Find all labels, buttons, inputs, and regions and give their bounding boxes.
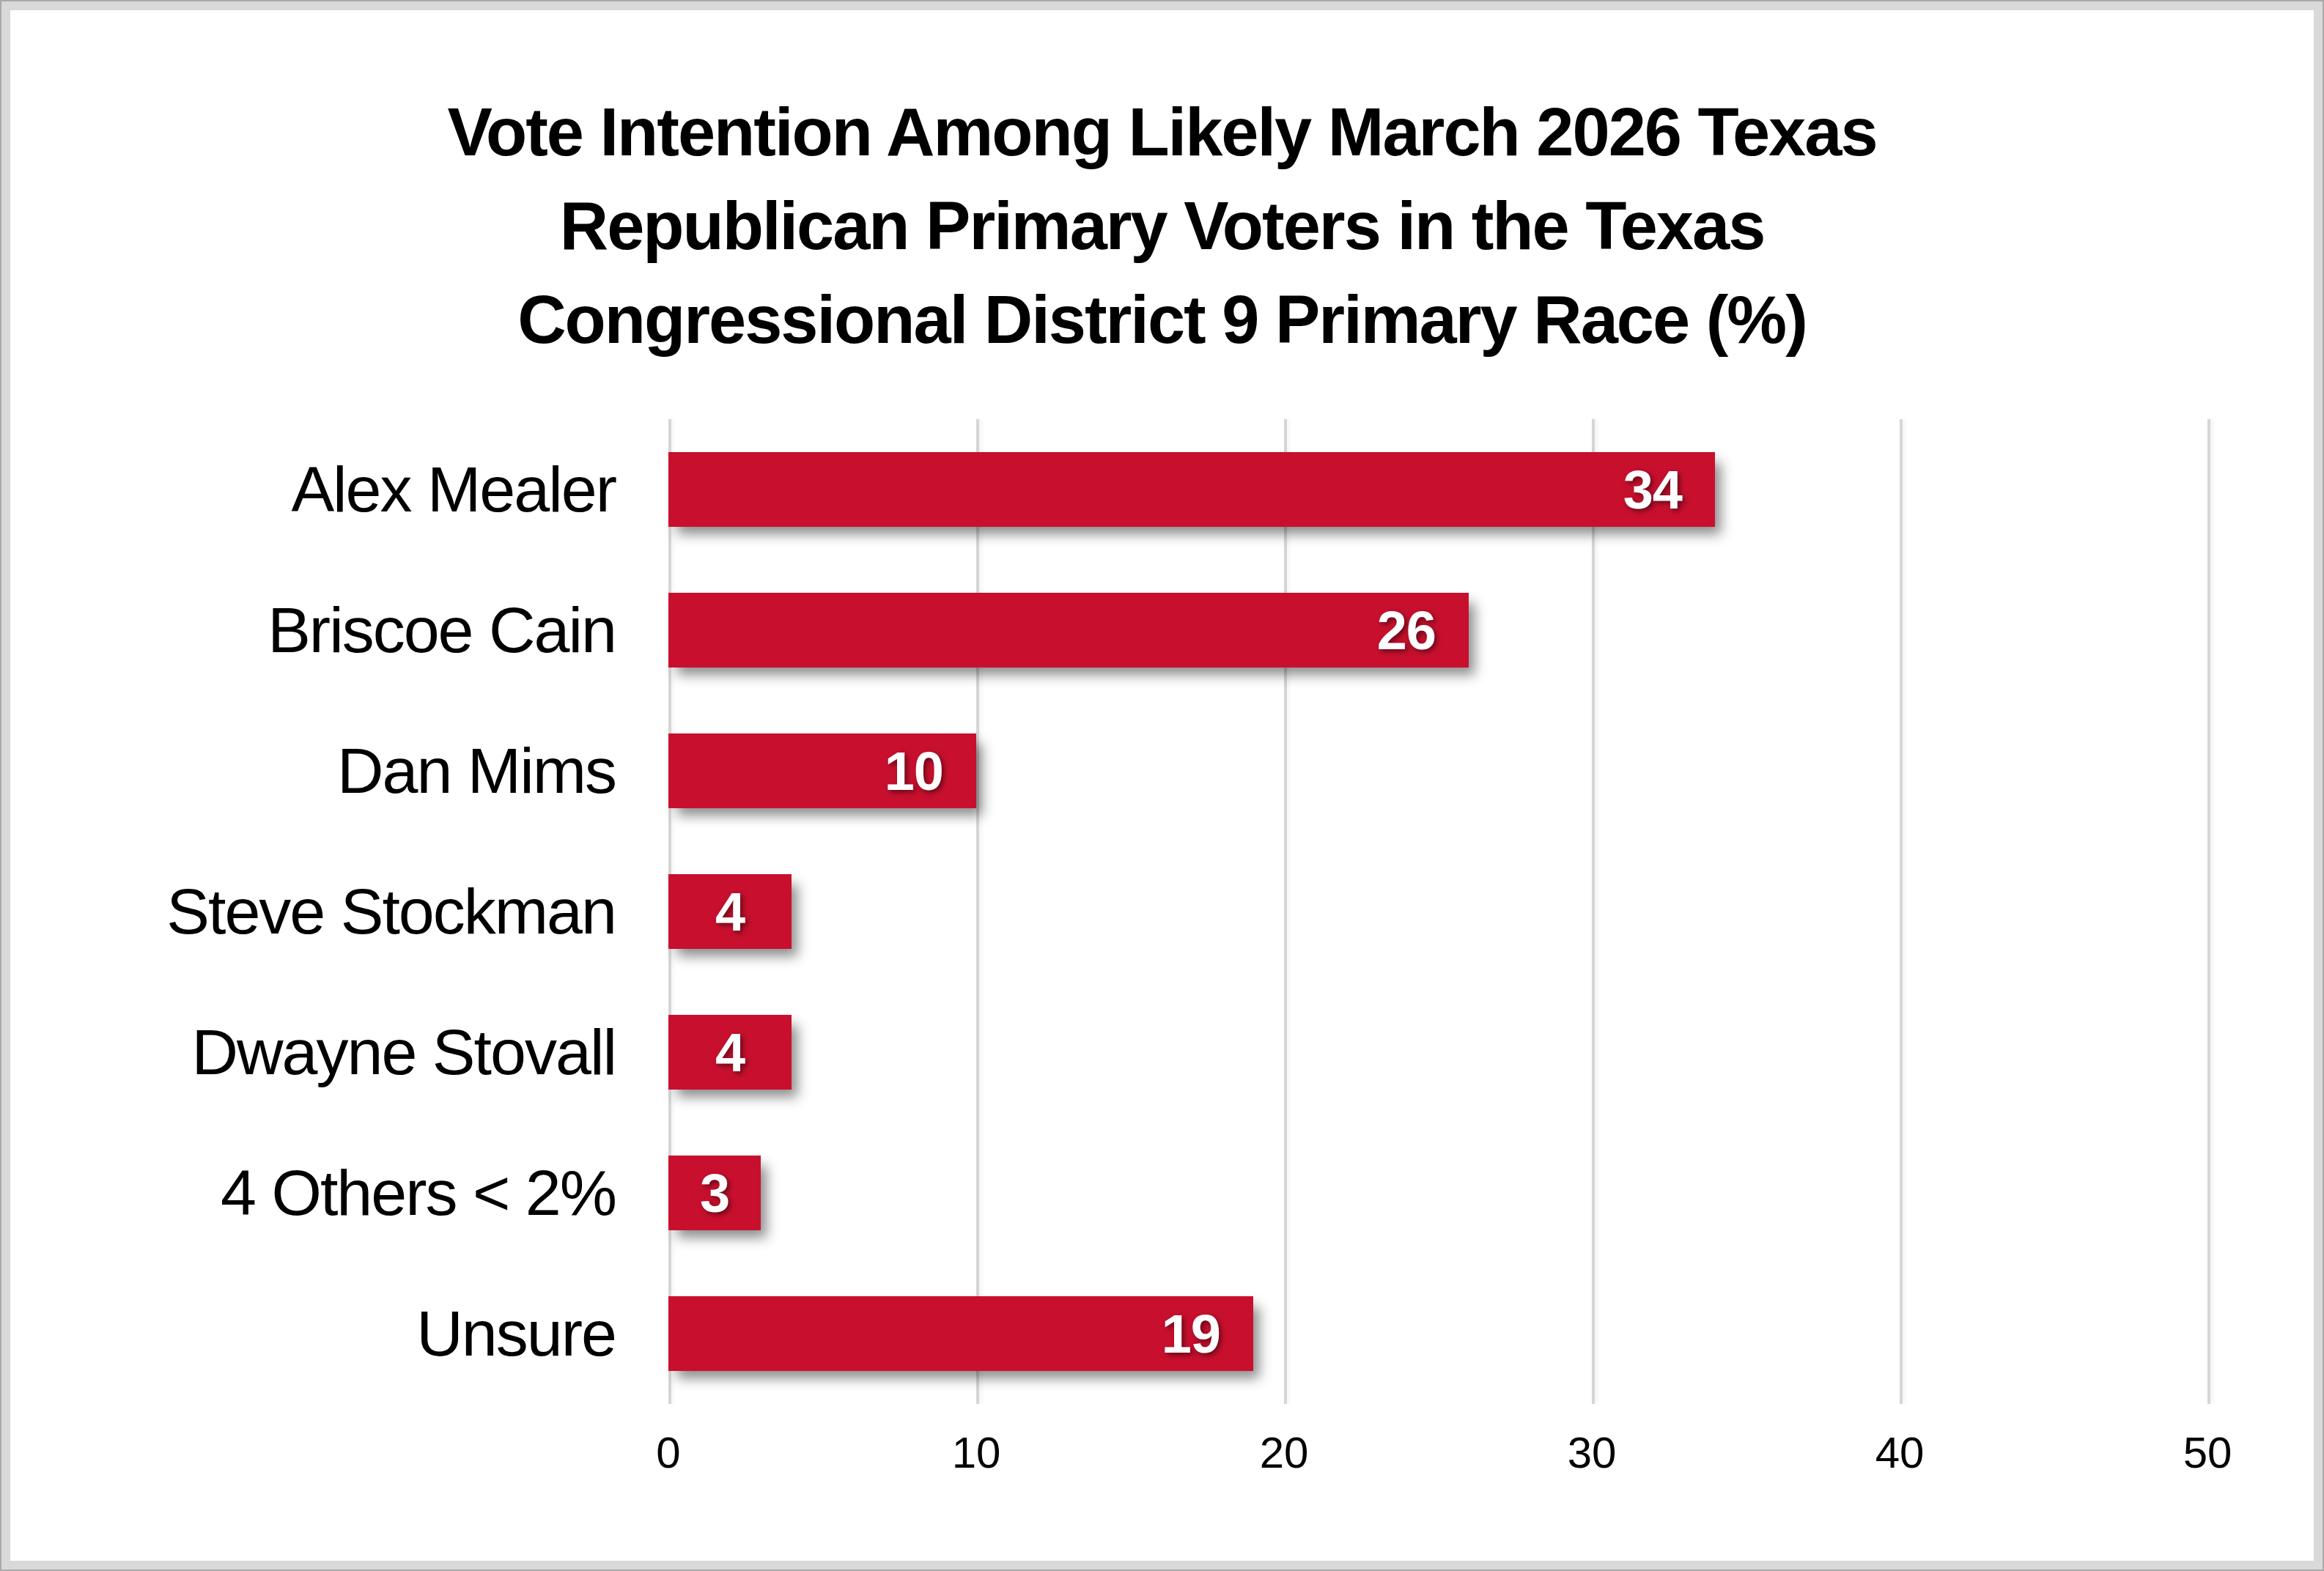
bar-unsure: 19 — [668, 1296, 1253, 1371]
bar-row-steve-stockman: 4 — [668, 841, 2251, 982]
bar-row-dwayne-stovall: 4 — [668, 982, 2251, 1123]
value-label-unsure: 19 — [1162, 1303, 1253, 1365]
bar-4-others-2: 3 — [668, 1156, 761, 1230]
bar-row-4-others-2: 3 — [668, 1123, 2251, 1263]
x-tick-label-10: 10 — [896, 1427, 1057, 1478]
value-label-steve-stockman: 4 — [715, 881, 745, 943]
bar-dwayne-stovall: 4 — [668, 1015, 792, 1090]
bar-alex-mealer: 34 — [668, 452, 1715, 527]
value-label-briscoe-cain: 26 — [1377, 599, 1469, 662]
bar-steve-stockman: 4 — [668, 874, 792, 949]
bar-row-dan-mims: 10 — [668, 701, 2251, 841]
bar-briscoe-cain: 26 — [668, 593, 1469, 668]
value-label-dwayne-stovall: 4 — [715, 1021, 745, 1084]
category-label-alex-mealer: Alex Mealer — [11, 419, 616, 560]
category-label-steve-stockman: Steve Stockman — [11, 841, 616, 982]
x-tick-label-30: 30 — [1511, 1427, 1672, 1478]
value-label-4-others-2: 3 — [700, 1162, 729, 1224]
bar-dan-mims: 10 — [668, 733, 976, 808]
x-tick-label-50: 50 — [2127, 1427, 2288, 1478]
x-tick-label-0: 0 — [588, 1427, 749, 1478]
category-label-briscoe-cain: Briscoe Cain — [11, 560, 616, 701]
x-tick-label-20: 20 — [1203, 1427, 1365, 1478]
category-label-dan-mims: Dan Mims — [11, 701, 616, 841]
bar-row-alex-mealer: 34 — [668, 419, 2251, 560]
value-label-dan-mims: 10 — [885, 740, 976, 802]
x-tick-label-40: 40 — [1819, 1427, 1980, 1478]
value-label-alex-mealer: 34 — [1623, 459, 1715, 521]
plot-area: 34 26 10 4 4 3 19 — [668, 419, 2251, 1404]
category-axis: Alex MealerBriscoe CainDan MimsSteve Sto… — [11, 419, 616, 1404]
bar-row-unsure: 19 — [668, 1263, 2251, 1404]
category-label-4-others-2: 4 Others < 2% — [11, 1123, 616, 1263]
title-line-2: Republican Primary Voters in the Texas — [0, 179, 2324, 273]
title-line-1: Vote Intention Among Likely March 2026 T… — [0, 85, 2324, 179]
category-label-dwayne-stovall: Dwayne Stovall — [11, 982, 616, 1123]
category-label-unsure: Unsure — [11, 1263, 616, 1404]
bar-row-briscoe-cain: 26 — [668, 560, 2251, 701]
title-line-3: Congressional District 9 Primary Race (%… — [0, 273, 2324, 366]
chart-title: Vote Intention Among Likely March 2026 T… — [0, 85, 2324, 366]
